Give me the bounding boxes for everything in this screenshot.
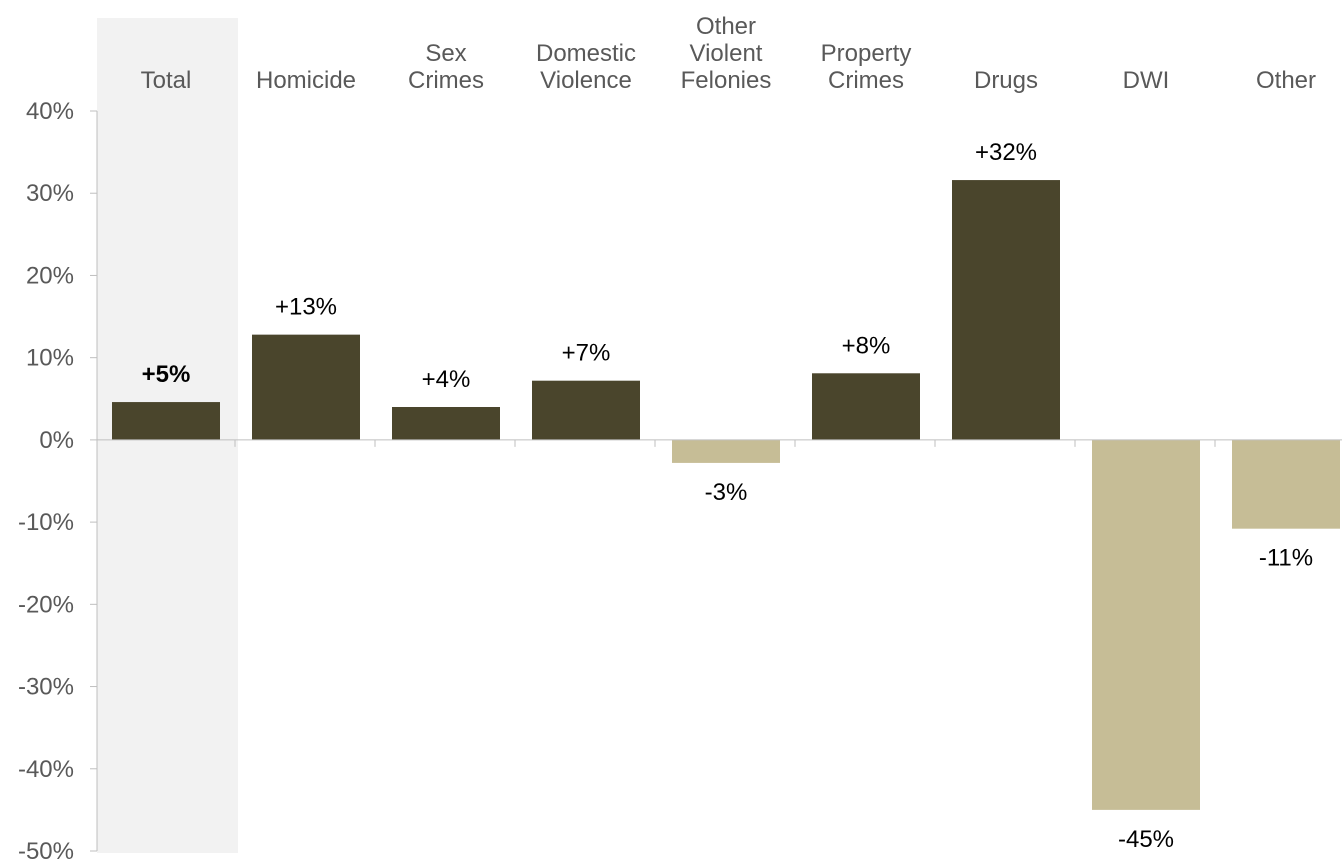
bar	[392, 407, 500, 440]
x-axis	[97, 439, 1342, 447]
bar	[532, 380, 640, 440]
y-tick-label: -30%	[18, 674, 74, 701]
category-label-line: Property	[821, 40, 912, 67]
data-label: +32%	[975, 139, 1037, 166]
data-label: -45%	[1118, 826, 1174, 853]
y-tick-label: 0%	[39, 427, 74, 454]
category-label: Other Violent Felonies	[681, 13, 772, 94]
bar	[252, 334, 360, 440]
y-tick-label: 10%	[26, 345, 74, 372]
y-axis: 40% 30% 20% 10% 0% -10% -20% -30% -40% -50%	[18, 98, 98, 863]
category-label: DWI	[1123, 67, 1170, 94]
y-tick-label: 40%	[26, 98, 74, 125]
category-label-line: DWI	[1123, 67, 1170, 94]
data-label: +7%	[562, 340, 611, 367]
bar	[1232, 439, 1340, 529]
y-tick-label: -20%	[18, 591, 74, 618]
category-label-line: Other	[1256, 67, 1316, 94]
category-label-line: Violence	[540, 67, 632, 94]
category-label-line: Total	[141, 67, 192, 94]
category-label: Sex Crimes	[408, 40, 484, 94]
bars	[112, 180, 1340, 810]
y-tick-label: -50%	[18, 838, 74, 863]
bar	[112, 402, 220, 440]
category-label: Total	[141, 67, 192, 94]
category-label-line: Other	[696, 13, 756, 40]
data-label: +4%	[422, 366, 471, 393]
category-label: Domestic Violence	[536, 40, 636, 94]
data-label: +8%	[842, 332, 891, 359]
bar	[1092, 439, 1200, 810]
category-label-line: Homicide	[256, 67, 356, 94]
y-tick-label: -10%	[18, 509, 74, 536]
data-label: +13%	[275, 294, 337, 321]
category-label-line: Violent	[690, 40, 763, 67]
category-label-line: Felonies	[681, 67, 772, 94]
bar	[812, 373, 920, 440]
bar	[672, 439, 780, 463]
category-label-line: Domestic	[536, 40, 636, 67]
data-label: -3%	[705, 479, 748, 506]
data-label: +5%	[142, 361, 191, 388]
category-label: Property Crimes	[821, 40, 912, 94]
category-label-line: Crimes	[408, 67, 484, 94]
category-label: Other	[1256, 67, 1316, 94]
category-label: Drugs	[974, 67, 1038, 94]
category-label-line: Sex	[425, 40, 466, 67]
y-tick-label: 30%	[26, 180, 74, 207]
data-labels: +5% +13% +4% +7% -3% +8% +32% -45% -11%	[142, 139, 1313, 853]
data-label: -11%	[1259, 545, 1313, 572]
category-label: Homicide	[256, 67, 356, 94]
category-label-line: Crimes	[828, 67, 904, 94]
y-tick-label: 20%	[26, 262, 74, 289]
bar	[952, 180, 1060, 440]
category-label-line: Drugs	[974, 67, 1038, 94]
y-tick-label: -40%	[18, 756, 74, 783]
